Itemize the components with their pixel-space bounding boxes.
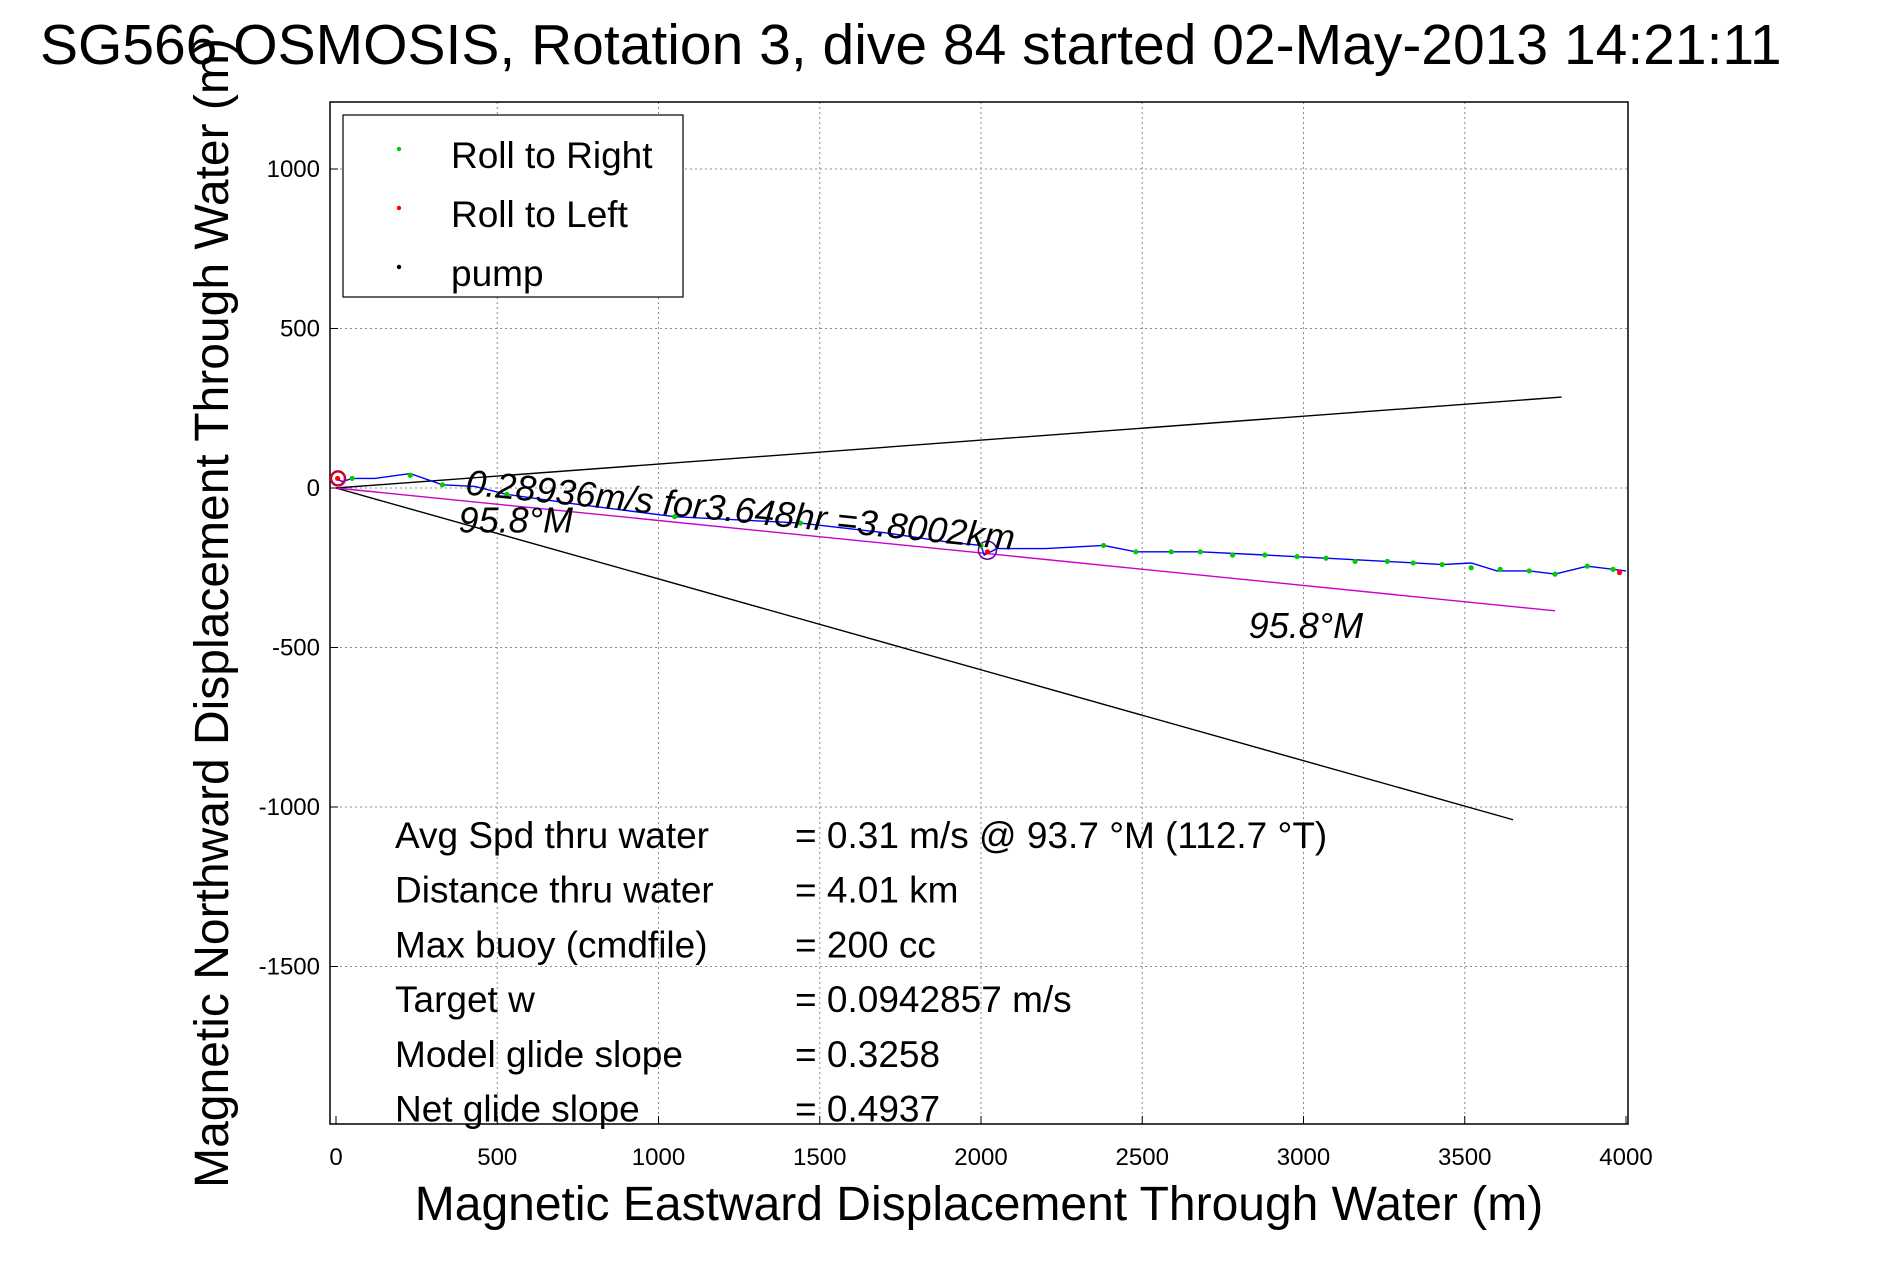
annotation: 95.8°M: [1249, 605, 1363, 646]
points-layer: [335, 472, 1623, 577]
stat-value: = 200 cc: [795, 924, 936, 965]
x-tick-label: 1500: [793, 1144, 846, 1171]
chart-title: SG566 OSMOSIS, Rotation 3, dive 84 start…: [40, 13, 1782, 77]
data-point: [1229, 552, 1236, 558]
data-point: [1168, 549, 1174, 555]
y-tick-labels: 1000 500 0 -500 -1000 -1500: [259, 156, 338, 981]
reference-line: [335, 487, 1556, 612]
data-point: [672, 514, 678, 520]
y-tick-label: -1500: [259, 954, 320, 981]
data-point: [978, 542, 984, 549]
reference-line: [335, 487, 1514, 821]
x-tick-label: 2500: [1116, 1144, 1169, 1171]
data-point: [1439, 561, 1445, 568]
data-point: [1133, 549, 1139, 555]
x-tick-label: 3500: [1438, 1144, 1491, 1171]
track-line: [335, 472, 1627, 575]
stat-label: Target w: [395, 979, 535, 1020]
legend-marker: [396, 264, 402, 270]
stat-value: = 0.4937: [795, 1089, 940, 1130]
data-point: [407, 472, 413, 478]
mid-marker: [977, 540, 998, 560]
data-point: [1610, 566, 1616, 572]
x-tick-label: 4000: [1599, 1144, 1652, 1171]
annotation: 95.8°M: [459, 500, 573, 541]
plot-frame: [329, 101, 1629, 1125]
data-point: [984, 549, 991, 555]
x-tick-label: 500: [477, 1144, 517, 1171]
data-point: [335, 475, 341, 482]
reference-line: [335, 396, 1562, 489]
x-axis-label: Magnetic Eastward Displacement Through W…: [415, 1178, 1543, 1231]
data-point: [1323, 555, 1329, 561]
y-tick-label: 0: [307, 475, 320, 502]
stat-label: Net glide slope: [395, 1089, 640, 1130]
data-point: [1552, 571, 1558, 577]
data-point: [1262, 552, 1268, 558]
legend-label: Roll to Right: [451, 135, 653, 176]
data-point: [1100, 542, 1107, 549]
data-point: [1197, 549, 1203, 555]
reference-lines: [335, 396, 1562, 821]
x-tick-label: 2000: [954, 1144, 1007, 1171]
stat-label: Distance thru water: [395, 870, 714, 911]
y-tick-label: -1000: [259, 794, 320, 821]
y-axis-label: Magnetic Northward Displacement Through …: [186, 38, 239, 1188]
stat-label: Avg Spd thru water: [395, 815, 709, 856]
data-point: [1294, 553, 1300, 560]
data-point: [797, 520, 804, 526]
stat-value: = 0.0942857 m/s: [795, 979, 1072, 1020]
data-point: [1468, 565, 1474, 571]
stat-value: = 4.01 km: [795, 870, 959, 911]
legend-label: pump: [451, 253, 544, 294]
data-point: [1352, 558, 1358, 564]
stat-label: Max buoy (cmdfile): [395, 924, 708, 965]
data-point: [439, 482, 446, 488]
data-point: [1616, 569, 1623, 576]
y-tick-label: -500: [272, 635, 320, 662]
data-point: [1526, 568, 1532, 574]
legend-label: Roll to Left: [451, 194, 629, 235]
data-point: [1584, 563, 1590, 569]
x-tick-label: 0: [329, 1144, 342, 1171]
legend-marker: [396, 205, 402, 211]
y-tick-label: 500: [280, 316, 320, 343]
data-point: [1410, 560, 1416, 566]
y-tick-label: 1000: [267, 156, 320, 183]
x-tick-label: 1000: [632, 1144, 685, 1171]
data-point: [504, 491, 510, 497]
data-point: [1384, 558, 1390, 564]
start-marker: [330, 470, 347, 487]
stat-label: Model glide slope: [395, 1034, 683, 1075]
stat-value: = 0.31 m/s @ 93.7 °M (112.7 °T): [795, 815, 1327, 856]
data-point: [1497, 566, 1503, 572]
x-tick-labels: 0 500 1000 1500 2000 2500 3000 3500 4000: [329, 1116, 1653, 1171]
stat-value: = 0.3258: [795, 1034, 940, 1075]
x-tick-label: 3000: [1277, 1144, 1330, 1171]
legend: Roll to Right Roll to Left pump: [342, 114, 684, 298]
data-point: [349, 475, 355, 482]
legend-marker: [396, 146, 402, 152]
stats-block: Avg Spd thru water = 0.31 m/s @ 93.7 °M (…: [395, 815, 1327, 1130]
track-layer: [330, 470, 1627, 575]
